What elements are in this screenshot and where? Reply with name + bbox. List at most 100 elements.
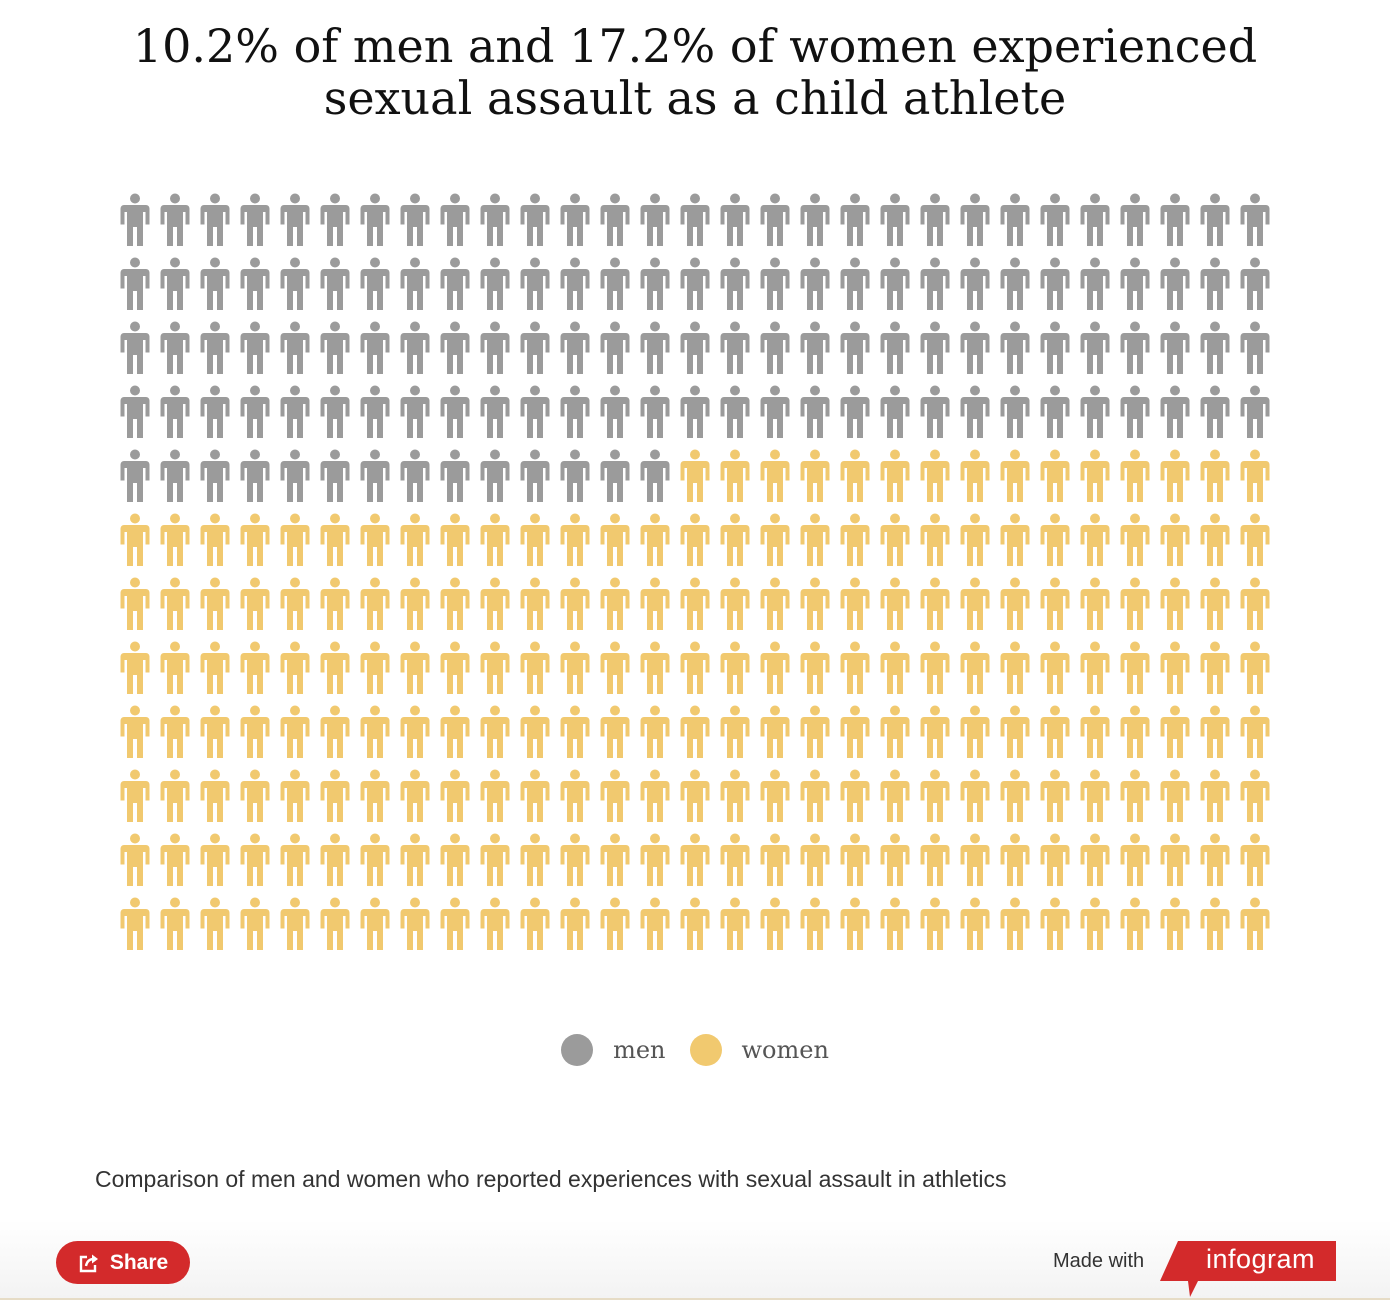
icon-grid — [120, 193, 1270, 950]
person-icon-women — [720, 577, 750, 630]
person-icon-women — [880, 513, 910, 566]
person-icon-women — [840, 833, 870, 886]
chart-legend: men women — [0, 1034, 1390, 1066]
person-icon-men — [200, 257, 230, 310]
legend-swatch-women — [689, 1034, 722, 1066]
person-icon-women — [400, 705, 430, 758]
person-icon-women — [840, 513, 870, 566]
person-icon-women — [720, 449, 750, 502]
person-icon-men — [720, 385, 750, 438]
person-icon-men — [760, 193, 790, 246]
person-icon-men — [880, 193, 910, 246]
person-icon-men — [1160, 385, 1190, 438]
person-icon-women — [160, 513, 190, 566]
person-icon-women — [560, 577, 590, 630]
person-icon-women — [520, 641, 550, 694]
person-icon-men — [1240, 385, 1270, 438]
person-icon-men — [600, 193, 630, 246]
person-icon-women — [1040, 769, 1070, 822]
person-icon-men — [280, 193, 310, 246]
person-icon-women — [1000, 513, 1030, 566]
person-icon-women — [640, 577, 670, 630]
person-icon-women — [1040, 641, 1070, 694]
person-icon-women — [1080, 833, 1110, 886]
person-icon-women — [760, 769, 790, 822]
person-icon-women — [1200, 641, 1230, 694]
person-icon-men — [200, 449, 230, 502]
person-icon-women — [880, 833, 910, 886]
person-icon-women — [600, 513, 630, 566]
person-icon-women — [120, 705, 150, 758]
person-icon-women — [280, 513, 310, 566]
person-icon-women — [440, 705, 470, 758]
person-icon-women — [1000, 705, 1030, 758]
person-icon-men — [1000, 385, 1030, 438]
person-icon-men — [480, 321, 510, 374]
person-icon-men — [520, 257, 550, 310]
person-icon-men — [320, 193, 350, 246]
person-icon-women — [1080, 513, 1110, 566]
person-icon-men — [1000, 193, 1030, 246]
person-icon-women — [1000, 577, 1030, 630]
person-icon-men — [560, 385, 590, 438]
person-icon-women — [320, 769, 350, 822]
person-icon-women — [480, 705, 510, 758]
person-icon-women — [520, 705, 550, 758]
legend-item-women[interactable]: women — [689, 1034, 829, 1066]
person-icon-women — [760, 705, 790, 758]
person-icon-men — [1080, 321, 1110, 374]
person-icon-men — [1240, 257, 1270, 310]
person-icon-men — [600, 449, 630, 502]
person-icon-men — [560, 321, 590, 374]
person-icon-women — [240, 705, 270, 758]
person-icon-women — [1240, 577, 1270, 630]
person-icon-men — [720, 193, 750, 246]
person-icon-women — [1160, 641, 1190, 694]
legend-item-men[interactable]: men — [561, 1034, 666, 1066]
chart-title-line-1: 10.2% of men and 17.2% of women experien… — [132, 19, 1258, 73]
person-icon-women — [840, 449, 870, 502]
person-icon-men — [1040, 321, 1070, 374]
infogram-logo-badge[interactable] — [1158, 1237, 1336, 1299]
person-icon-women — [280, 897, 310, 950]
made-with-label: Made with — [1053, 1250, 1145, 1272]
person-icon-men — [200, 193, 230, 246]
person-icon-women — [1080, 705, 1110, 758]
share-button[interactable]: Share — [56, 1241, 190, 1284]
person-icon-women — [840, 641, 870, 694]
person-icon-men — [760, 385, 790, 438]
person-icon-women — [640, 833, 670, 886]
person-icon-men — [680, 385, 710, 438]
person-icon-women — [400, 833, 430, 886]
person-icon-men — [920, 193, 950, 246]
person-icon-women — [360, 769, 390, 822]
person-icon-men — [160, 321, 190, 374]
person-icon-women — [1120, 577, 1150, 630]
person-icon-men — [640, 321, 670, 374]
person-icon-women — [560, 641, 590, 694]
person-icon-women — [400, 577, 430, 630]
person-icon-men — [600, 385, 630, 438]
person-icon-men — [160, 257, 190, 310]
person-icon-women — [680, 897, 710, 950]
person-icon-women — [1040, 513, 1070, 566]
person-icon-women — [360, 577, 390, 630]
person-icon-women — [200, 577, 230, 630]
person-icon-men — [400, 193, 430, 246]
person-icon-women — [880, 449, 910, 502]
person-icon-women — [1120, 513, 1150, 566]
person-icon-women — [760, 513, 790, 566]
person-icon-men — [1240, 193, 1270, 246]
person-icon-men — [760, 257, 790, 310]
person-icon-men — [280, 385, 310, 438]
pictogram-chart — [120, 193, 1270, 950]
chart-title-line-2: sexual assault as a child athlete — [323, 71, 1067, 125]
person-icon-women — [1160, 705, 1190, 758]
person-icon-women — [600, 897, 630, 950]
person-icon-women — [320, 833, 350, 886]
person-icon-women — [400, 513, 430, 566]
person-icon-men — [1200, 193, 1230, 246]
person-icon-men — [920, 321, 950, 374]
person-icon-men — [120, 257, 150, 310]
person-icon-women — [800, 641, 830, 694]
